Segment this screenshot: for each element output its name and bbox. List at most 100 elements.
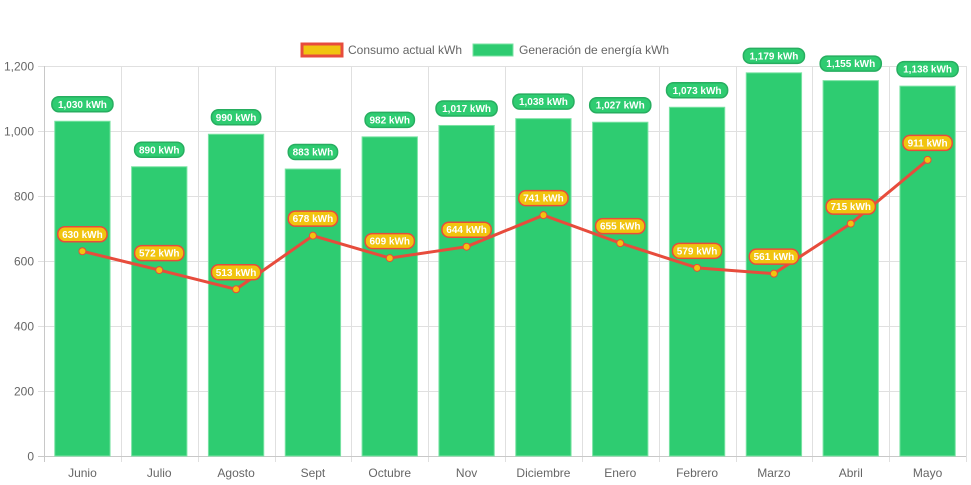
data-label-text: 655 kWh <box>600 222 641 233</box>
legend-swatch-generacion <box>472 43 514 57</box>
legend-swatch-consumo <box>300 42 344 58</box>
line-point <box>539 211 548 220</box>
y-tick-label: 1,000 <box>4 125 34 139</box>
data-label-text: 1,073 kWh <box>673 86 722 97</box>
data-label-background <box>364 111 416 129</box>
line-value-label: 715 kWh <box>825 198 877 215</box>
x-tick-label: Nov <box>456 466 477 480</box>
data-label-text: 1,155 kWh <box>826 59 875 70</box>
data-label-background <box>594 217 646 235</box>
x-tick-label: Sept <box>301 466 326 480</box>
line-point <box>693 263 702 272</box>
line-point <box>923 155 932 164</box>
data-label-text: 741 kWh <box>523 194 564 205</box>
line-value-label: 561 kWh <box>748 248 800 265</box>
line-point <box>846 219 855 228</box>
x-tick-label: Febrero <box>676 466 718 480</box>
bar-value-label: 890 kWh <box>133 141 185 158</box>
data-label-text: 609 kWh <box>369 237 410 248</box>
x-tick-label: Octubre <box>368 466 411 480</box>
data-label-background <box>588 96 652 114</box>
consumo-line <box>82 158 929 291</box>
data-label-text: 1,030 kWh <box>58 100 107 111</box>
bar <box>515 118 572 457</box>
legend-item-consumo[interactable]: Consumo actual kWh <box>300 42 462 58</box>
y-axis: 0 200 400 600 800 1,000 1,200 <box>4 60 34 464</box>
data-label-text: 1,027 kWh <box>596 101 645 112</box>
x-tick-label: Mayo <box>913 466 943 480</box>
data-label-text: 911 kWh <box>908 138 948 149</box>
data-label-text: 1,017 kWh <box>442 104 491 115</box>
data-label-text: 579 kWh <box>677 246 718 257</box>
line-value-label: 579 kWh <box>671 242 723 260</box>
x-tick-label: Marzo <box>757 466 791 480</box>
data-label-text: 644 kWh <box>446 225 487 236</box>
bar <box>207 133 265 457</box>
line-value-label: 609 kWh <box>364 232 416 250</box>
data-label-background <box>748 248 800 265</box>
data-label-text: 630 kWh <box>62 230 103 241</box>
line-value-label: 644 kWh <box>441 221 492 238</box>
data-label-text: 561 kWh <box>754 252 795 263</box>
bar-value-label: 990 kWh <box>210 109 262 126</box>
data-label-text: 890 kWh <box>139 145 180 156</box>
data-label-background <box>825 198 877 215</box>
bar-value-label: 982 kWh <box>364 111 416 129</box>
bar-value-label: 1,138 kWh <box>896 60 959 78</box>
data-label-background <box>364 232 416 250</box>
data-label-text: 513 kWh <box>216 268 257 279</box>
legend-item-generacion[interactable]: Generación de energía kWh <box>472 43 669 57</box>
y-tick-label: 200 <box>14 385 34 399</box>
data-label-background <box>210 264 262 281</box>
y-tick-label: 600 <box>14 255 34 269</box>
data-label-background <box>896 60 959 78</box>
data-label-text: 1,038 kWh <box>519 97 568 108</box>
grid <box>38 66 967 462</box>
bar-value-label: 883 kWh <box>287 143 339 161</box>
line-value-label: 741 kWh <box>518 189 569 207</box>
legend-label-generacion: Generación de energía kWh <box>519 43 669 57</box>
line-point <box>769 269 778 278</box>
bar <box>438 124 495 457</box>
data-label-background <box>819 55 883 72</box>
data-label-text: 572 kWh <box>139 249 180 260</box>
legend: Consumo actual kWh Generación de energía… <box>300 42 669 58</box>
line-point <box>462 242 471 251</box>
data-label-text: 982 kWh <box>369 115 410 126</box>
x-tick-label: Julio <box>147 466 172 480</box>
line-value-label: 911 kWh <box>902 134 953 152</box>
data-label-background <box>51 96 114 113</box>
line-value-label: 655 kWh <box>594 217 646 235</box>
data-label-background <box>671 242 723 260</box>
x-tick-label: Junio <box>68 466 97 480</box>
line-point <box>308 231 317 240</box>
data-label-background <box>512 93 575 110</box>
bar-value-label: 1,179 kWh <box>742 47 806 65</box>
data-label-background <box>665 82 729 99</box>
y-tick-label: 1,200 <box>4 60 34 74</box>
bar-value-label: 1,030 kWh <box>51 96 114 113</box>
line-point <box>385 254 394 263</box>
line-value-label: 678 kWh <box>287 210 339 227</box>
bar <box>592 121 649 457</box>
data-label-text: 678 kWh <box>293 214 334 225</box>
y-tick-label: 0 <box>27 450 34 464</box>
line-value-label: 630 kWh <box>57 226 108 243</box>
data-label-background <box>133 244 185 262</box>
x-tick-label: Abril <box>839 466 863 480</box>
data-label-background <box>441 221 492 238</box>
data-label-background <box>435 100 498 117</box>
line-series-consumo <box>78 155 932 294</box>
data-label-text: 883 kWh <box>293 148 334 159</box>
bar-value-label: 1,027 kWh <box>588 96 652 114</box>
x-tick-label: Agosto <box>217 466 255 480</box>
bar-series-generacion <box>54 72 956 457</box>
data-label-background <box>742 47 806 65</box>
data-label-background <box>133 141 185 158</box>
x-tick-label: Enero <box>604 466 636 480</box>
line-value-label: 513 kWh <box>210 264 262 281</box>
legend-label-consumo: Consumo actual kWh <box>348 43 462 57</box>
data-label-background <box>518 189 569 207</box>
data-label-background <box>57 226 108 243</box>
